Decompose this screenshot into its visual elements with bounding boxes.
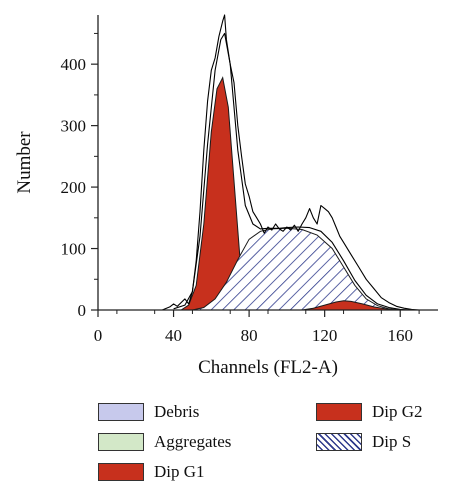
y-tick-label: 0 [78,301,87,320]
y-tick-label: 300 [61,117,87,136]
chart-areas [179,76,401,311]
histogram-chart: 0 40 80 120 160 0 100 200 300 400 Channels (FL2-A… [14,14,438,378]
legend-swatch-dip-s [316,433,362,451]
series-line-model-fit [173,32,412,311]
legend-item-dip-g1: Dip G1 [98,462,205,482]
legend-swatch-aggregates [98,433,144,451]
x-tick-label: 0 [94,326,103,345]
chart-legend: Debris Aggregates Dip G1 Dip G2 Dip S [98,402,448,492]
legend-label: Dip S [372,432,412,451]
x-tick-label: 160 [387,326,413,345]
legend-item-dip-g2: Dip G2 [316,402,423,422]
series-area-dip-g2 [301,300,397,311]
legend-label: Dip G2 [372,402,423,421]
legend-swatch-dip-g2 [316,403,362,421]
legend-label: Debris [154,402,200,421]
legend-item-debris: Debris [98,402,199,422]
y-tick-label: 200 [61,178,87,197]
legend-label: Dip G1 [154,462,205,481]
legend-item-aggregates: Aggregates [98,432,231,452]
x-tick-label: 120 [312,326,338,345]
x-axis-label: Channels (FL2-A) [198,357,338,378]
y-tick-label: 100 [61,240,87,259]
legend-swatch-debris [98,403,144,421]
y-tick-label: 400 [61,55,87,74]
series-area-dip-s [192,227,401,311]
series-line-histogram [161,14,420,311]
legend-item-dip-s: Dip S [316,432,411,452]
chart-ticks: 0 40 80 120 160 0 100 200 300 400 [61,32,420,345]
x-tick-label: 40 [165,326,182,345]
y-axis-label: Number [14,131,35,194]
chart-lines [161,14,420,311]
x-tick-label: 80 [241,326,258,345]
legend-label: Aggregates [154,432,232,451]
legend-swatch-dip-g1 [98,463,144,481]
